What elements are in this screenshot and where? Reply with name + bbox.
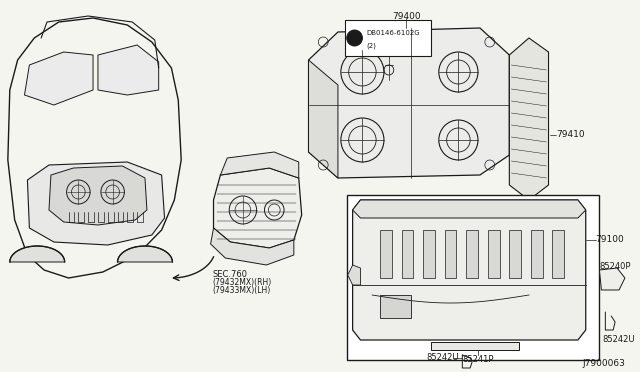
Text: 85242U: 85242U bbox=[426, 353, 458, 362]
Polygon shape bbox=[348, 265, 360, 285]
Polygon shape bbox=[488, 230, 500, 278]
Polygon shape bbox=[445, 230, 456, 278]
Text: J7900063: J7900063 bbox=[582, 359, 625, 368]
Polygon shape bbox=[353, 200, 586, 340]
Polygon shape bbox=[380, 295, 412, 318]
Polygon shape bbox=[353, 200, 586, 218]
Text: R: R bbox=[351, 35, 356, 41]
Polygon shape bbox=[8, 18, 181, 278]
Polygon shape bbox=[308, 28, 509, 178]
Text: 85242U: 85242U bbox=[602, 335, 635, 344]
Polygon shape bbox=[423, 230, 435, 278]
Polygon shape bbox=[28, 162, 164, 245]
Polygon shape bbox=[98, 45, 159, 95]
Text: 85241P: 85241P bbox=[462, 355, 493, 364]
Polygon shape bbox=[431, 342, 519, 350]
Text: (79432MX)(RH): (79432MX)(RH) bbox=[212, 278, 272, 287]
Polygon shape bbox=[531, 230, 543, 278]
Polygon shape bbox=[552, 230, 564, 278]
Polygon shape bbox=[509, 230, 521, 278]
Text: (79433MX)(LH): (79433MX)(LH) bbox=[212, 286, 271, 295]
Text: 79400: 79400 bbox=[392, 12, 421, 21]
Polygon shape bbox=[308, 60, 338, 178]
Polygon shape bbox=[401, 230, 413, 278]
Text: (2): (2) bbox=[366, 42, 376, 48]
Polygon shape bbox=[10, 246, 65, 262]
Polygon shape bbox=[24, 52, 93, 105]
Polygon shape bbox=[118, 246, 172, 262]
Polygon shape bbox=[466, 230, 478, 278]
Circle shape bbox=[347, 30, 362, 46]
Polygon shape bbox=[214, 168, 301, 248]
Text: 79410: 79410 bbox=[556, 130, 585, 139]
Polygon shape bbox=[220, 152, 299, 178]
Polygon shape bbox=[600, 268, 625, 290]
Polygon shape bbox=[509, 38, 548, 200]
Text: 79100: 79100 bbox=[596, 235, 624, 244]
Polygon shape bbox=[380, 230, 392, 278]
Polygon shape bbox=[49, 166, 147, 225]
Bar bbox=[345, 20, 431, 56]
Text: 85240P: 85240P bbox=[600, 262, 631, 271]
Text: SEC.760: SEC.760 bbox=[212, 270, 248, 279]
Text: DB0146-6102G: DB0146-6102G bbox=[366, 30, 420, 36]
Polygon shape bbox=[211, 228, 294, 265]
Bar bbox=[347, 195, 600, 360]
